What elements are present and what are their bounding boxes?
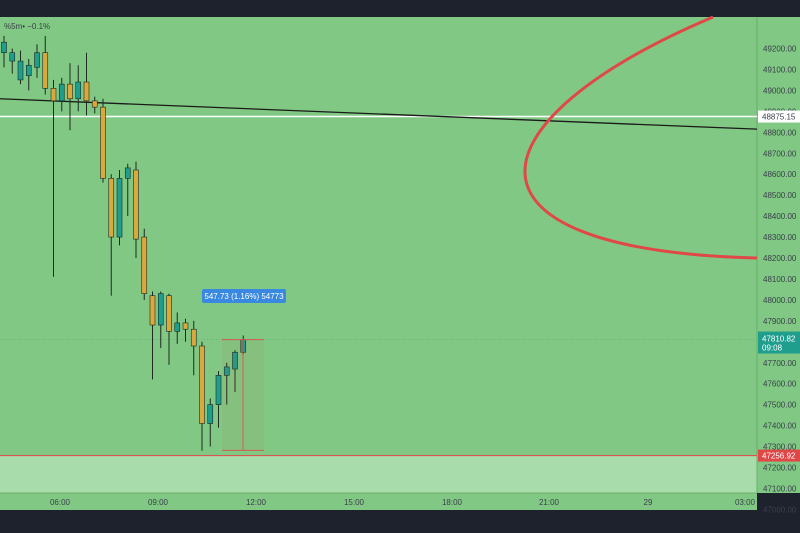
plot-area[interactable] — [0, 17, 757, 493]
y-tick-label: 47400.00 — [763, 422, 797, 431]
y-tick-label: 48100.00 — [763, 275, 797, 284]
y-tick-label: 47200.00 — [763, 464, 797, 473]
y-tick-label: 47000.00 — [763, 505, 797, 514]
candle-body[interactable] — [100, 106, 106, 179]
x-tick-label: 21:00 — [539, 498, 560, 507]
x-tick-label: 29 — [644, 498, 653, 507]
y-tick-label: 47700.00 — [763, 359, 797, 368]
candle-body[interactable] — [34, 52, 40, 68]
candle-body[interactable] — [9, 52, 16, 62]
time-axis[interactable] — [0, 493, 757, 510]
y-tick-label: 48300.00 — [763, 233, 797, 242]
x-tick-label: 12:00 — [246, 498, 267, 507]
red-curve-drawing[interactable] — [523, 15, 758, 260]
candle-body[interactable] — [141, 236, 148, 294]
candle-body[interactable] — [17, 60, 24, 81]
y-tick-label: 48200.00 — [763, 254, 797, 263]
price-axis[interactable] — [757, 17, 800, 493]
candle-body[interactable] — [42, 52, 49, 89]
candle-body[interactable] — [25, 64, 32, 77]
x-tick-label: 06:00 — [50, 498, 71, 507]
candle-body[interactable] — [50, 88, 57, 102]
y-tick-label: 48800.00 — [763, 128, 797, 137]
current-price-label: 47810.82 — [762, 335, 796, 344]
y-tick-label: 49200.00 — [763, 45, 797, 54]
candle-body[interactable] — [133, 169, 139, 240]
white-line-price-label: 48875.15 — [762, 113, 796, 122]
candle-body[interactable] — [149, 295, 156, 326]
measure-label: 547.73 (1.16%) 54773 — [204, 292, 284, 301]
candle-body[interactable] — [75, 81, 82, 100]
candle-body[interactable] — [232, 351, 238, 370]
lower-zone — [0, 455, 757, 493]
candle-body[interactable] — [108, 178, 115, 238]
x-tick-label: 15:00 — [344, 498, 365, 507]
candle-body[interactable] — [199, 345, 205, 424]
x-tick-label: 03:00 — [735, 498, 756, 507]
y-tick-label: 48400.00 — [763, 212, 797, 221]
candle-body[interactable] — [91, 100, 98, 108]
candle-body[interactable] — [223, 366, 230, 376]
y-tick-label: 47500.00 — [763, 401, 797, 410]
candle-body[interactable] — [1, 41, 7, 53]
candle-body[interactable] — [190, 328, 197, 347]
countdown-label: 09:08 — [762, 344, 783, 353]
candle-body[interactable] — [166, 295, 172, 332]
y-tick-label: 48600.00 — [763, 170, 797, 179]
candle-body[interactable] — [58, 83, 65, 102]
x-tick-label: 18:00 — [442, 498, 463, 507]
candle-body[interactable] — [83, 81, 90, 102]
candle-body[interactable] — [116, 178, 123, 238]
y-tick-label: 47100.00 — [763, 484, 797, 493]
y-tick-label: 47300.00 — [763, 443, 797, 452]
y-tick-label: 49000.00 — [763, 86, 797, 95]
candle-body[interactable] — [124, 167, 131, 179]
candle-body[interactable] — [207, 404, 214, 424]
y-tick-label: 48000.00 — [763, 296, 797, 305]
y-tick-label: 49100.00 — [763, 65, 797, 74]
candle-body[interactable] — [174, 322, 181, 332]
white-line-price-tag — [758, 110, 800, 123]
y-tick-label: 48500.00 — [763, 191, 797, 200]
candle-body[interactable] — [157, 293, 164, 326]
y-tick-label: 47600.00 — [763, 380, 797, 389]
trend-line[interactable] — [0, 98, 758, 130]
red-line-price-tag — [758, 449, 800, 462]
candle-body[interactable] — [182, 322, 189, 330]
y-tick-label: 48700.00 — [763, 149, 797, 158]
y-tick-label: 47900.00 — [763, 317, 797, 326]
red-line-price-label: 47256.92 — [762, 452, 796, 461]
indicator-legend[interactable]: %5m• −0.1% — [4, 22, 50, 31]
measure-label-box[interactable] — [202, 289, 286, 303]
candle-body[interactable] — [215, 375, 222, 405]
candle-body[interactable] — [67, 83, 73, 100]
x-tick-label: 09:00 — [148, 498, 169, 507]
current-price-tag — [758, 331, 800, 354]
